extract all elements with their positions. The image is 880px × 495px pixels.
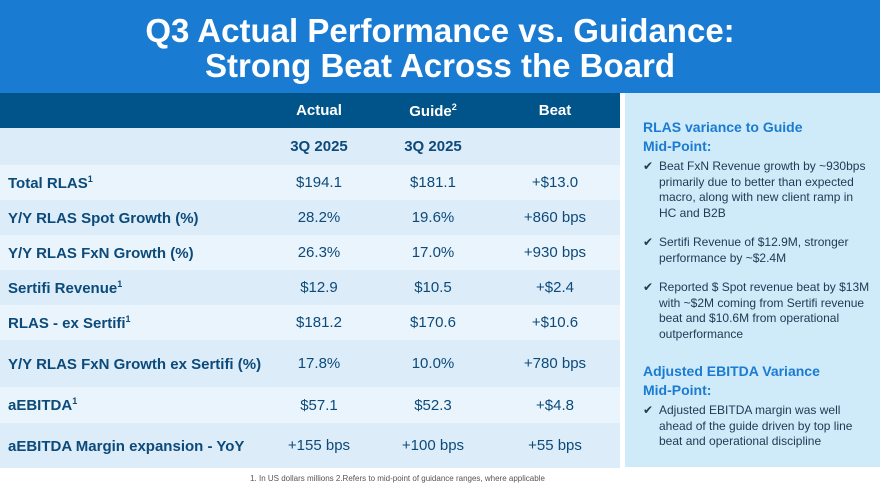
guide-value: $170.6	[410, 314, 456, 331]
beat-value: +$10.6	[531, 314, 579, 331]
guide-value: $10.5	[414, 279, 452, 296]
actual-value: 26.3%	[297, 244, 341, 261]
rlas-heading: RLAS variance to Guide Mid-Point:	[643, 119, 803, 154]
row-label: Total RLAS1	[8, 173, 93, 192]
actual-value: $194.1	[296, 174, 342, 191]
beat-value: +$13.0	[531, 174, 579, 191]
checkmark-icon: ✔	[643, 280, 654, 294]
table-row: Total RLAS1 $194.1 $181.1 +$13.0	[0, 165, 620, 200]
slide-title: Q3 Actual Performance vs. Guidance: Stro…	[0, 0, 880, 93]
guide-value: +100 bps	[401, 437, 465, 454]
beat-value: +860 bps	[523, 209, 587, 226]
bullet-text: Adjusted EBITDA margin was well ahead of…	[659, 403, 853, 448]
bullet-text: Beat FxN Revenue growth by ~930bps prima…	[659, 159, 866, 220]
table-subheader: 3Q 2025 3Q 2025	[0, 128, 620, 165]
actual-value: $12.9	[300, 279, 338, 296]
header-actual: Actual	[296, 102, 342, 119]
subheader-guide: 3Q 2025	[404, 138, 462, 155]
guide-value: 17.0%	[411, 244, 455, 261]
table-row: Y/Y RLAS FxN Growth ex Sertifi (%) 17.8%…	[0, 340, 620, 387]
bullet-text: Sertifi Revenue of $12.9M, stronger perf…	[659, 235, 849, 265]
table-row: Sertifi Revenue1 $12.9 $10.5 +$2.4	[0, 270, 620, 305]
table-row: aEBITDA Margin expansion - YoY +155 bps …	[0, 423, 620, 468]
beat-value: +$4.8	[536, 396, 574, 414]
row-label: aEBITDA1	[8, 396, 78, 414]
bullet-item: ✔ Beat FxN Revenue growth by ~930bps prim…	[643, 159, 872, 221]
row-label: Y/Y RLAS FxN Growth ex Sertifi (%)	[8, 355, 262, 373]
actual-value: +155 bps	[287, 437, 351, 454]
footnote: 1. In US dollars millions 2.Refers to mi…	[250, 474, 545, 483]
row-label: Y/Y RLAS Spot Growth (%)	[8, 209, 199, 227]
checkmark-icon: ✔	[643, 159, 654, 173]
title-line-1: Q3 Actual Performance vs. Guidance:	[145, 12, 735, 49]
actual-value: 28.2%	[297, 209, 341, 226]
row-label: RLAS - ex Sertifi1	[8, 313, 131, 332]
checkmark-icon: ✔	[643, 403, 654, 417]
beat-value: +55 bps	[528, 437, 582, 454]
table-row: aEBITDA1 $57.1 $52.3 +$4.8	[0, 387, 620, 423]
guide-value: 19.6%	[411, 209, 455, 226]
actual-value: 17.8%	[297, 355, 341, 372]
bullet-text: Reported $ Spot revenue beat by $13M wit…	[659, 280, 870, 341]
row-label: Sertifi Revenue1	[8, 278, 123, 297]
guide-value: $52.3	[414, 396, 452, 414]
commentary-panel: RLAS variance to Guide Mid-Point: ✔ Beat …	[625, 93, 880, 467]
bullet-item: ✔ Reported $ Spot revenue beat by $13M wi…	[643, 280, 872, 342]
checkmark-icon: ✔	[643, 235, 654, 249]
table-row: Y/Y RLAS FxN Growth (%) 26.3% 17.0% +930…	[0, 235, 620, 270]
table-row: RLAS - ex Sertifi1 $181.2 $170.6 +$10.6	[0, 305, 620, 340]
actual-value: $181.2	[296, 314, 342, 331]
header-guide: Guide2	[409, 101, 457, 120]
table-row: Y/Y RLAS Spot Growth (%) 28.2% 19.6% +86…	[0, 200, 620, 235]
beat-value: +780 bps	[523, 355, 587, 372]
beat-value: +930 bps	[523, 244, 587, 261]
actual-value: $57.1	[300, 396, 338, 414]
subheader-actual: 3Q 2025	[290, 138, 348, 155]
bullet-item: ✔ Sertifi Revenue of $12.9M, stronger per…	[643, 235, 872, 266]
guide-value: $181.1	[410, 174, 456, 191]
beat-value: +$2.4	[536, 279, 574, 296]
title-line-2: Strong Beat Across the Board	[204, 47, 676, 84]
table-header: Actual Guide2 Beat	[0, 93, 620, 128]
performance-table: Actual Guide2 Beat 3Q 2025 3Q 2025 Total…	[0, 93, 620, 468]
header-beat: Beat	[538, 102, 572, 119]
row-label: aEBITDA Margin expansion - YoY	[8, 437, 245, 455]
guide-value: 10.0%	[411, 355, 455, 372]
ebitda-heading: Adjusted EBITDA Variance Mid-Point:	[643, 363, 820, 398]
bullet-item: ✔ Adjusted EBITDA margin was well ahead o…	[643, 403, 872, 450]
row-label: Y/Y RLAS FxN Growth (%)	[8, 244, 194, 262]
